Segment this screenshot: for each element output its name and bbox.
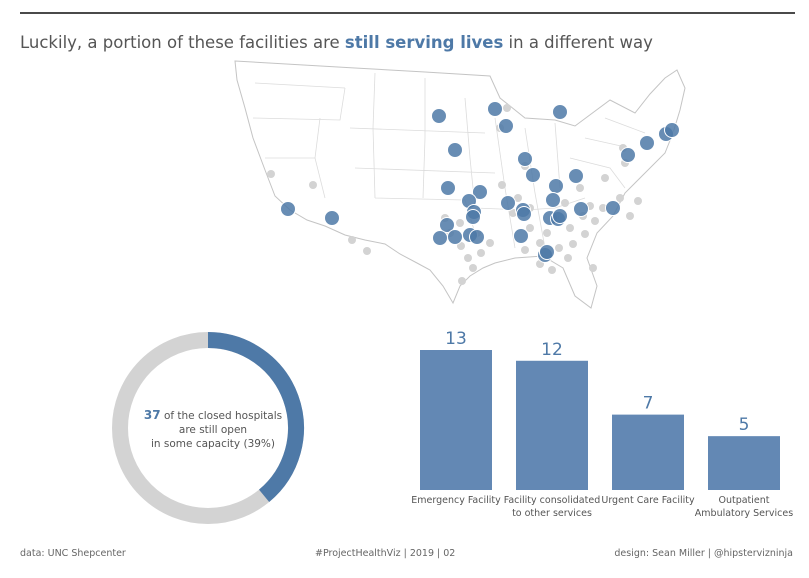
closed-facility-dot — [486, 239, 494, 247]
open-facility-dot — [568, 168, 584, 184]
open-facility-dot — [447, 142, 463, 158]
open-facility-dot — [465, 209, 481, 225]
closed-facility-dot — [555, 244, 563, 252]
open-facility-dot — [469, 229, 485, 245]
open-facility-dot — [548, 178, 564, 194]
closed-facility-dot — [464, 254, 472, 262]
open-facility-dot — [605, 200, 621, 216]
closed-facility-dot — [457, 242, 465, 250]
bar-value-label: 5 — [739, 415, 750, 435]
open-facility-dot — [516, 206, 532, 222]
service-type-bar-chart: 13 Emergency Facility 12 Facility consolida… — [411, 329, 793, 519]
open-facility-dot — [440, 180, 456, 196]
open-facility-dot — [431, 108, 447, 124]
open-facility-dot — [573, 201, 589, 217]
closed-facility-dot — [561, 199, 569, 207]
title-highlight: still serving lives — [344, 33, 504, 52]
open-facility-dot — [525, 167, 541, 183]
donut-line-2: are still open — [178, 424, 248, 436]
closed-facility-dot — [509, 209, 517, 217]
bar-4 — [708, 436, 780, 490]
bar-2 — [516, 360, 588, 490]
closed-facility-dot — [498, 181, 506, 189]
closed-facility-dot — [309, 181, 317, 189]
open-facility-dot — [280, 201, 296, 217]
closed-facility-dot — [514, 194, 522, 202]
footer-tag: #ProjectHealthViz | 2019 | 02 — [315, 548, 456, 559]
closed-facility-dot — [626, 212, 634, 220]
open-facility-dot — [447, 229, 463, 245]
closed-facility-dot — [576, 184, 584, 192]
closed-facility-dot — [569, 240, 577, 248]
bar-value-label: 12 — [541, 340, 563, 360]
closed-facility-dot — [543, 229, 551, 237]
closed-facility-dot — [348, 236, 356, 244]
donut-line-3: in some capacity (39%) — [150, 438, 276, 450]
bar-value-label: 13 — [445, 329, 467, 349]
bar-category-label: Emergency Facility — [411, 495, 501, 506]
donut-line-1: 37 of the closed hospitals — [140, 408, 286, 423]
open-facility-dot — [432, 230, 448, 246]
open-facility-dot — [472, 184, 488, 200]
bar-category-label: Outpatient Ambulatory Services — [695, 495, 793, 519]
bar-value-label: 7 — [643, 394, 654, 414]
bar-category-label: Facility consolidated to other services — [504, 495, 600, 519]
footer-credit: design: Sean Miller | @hipstervizninja — [614, 548, 793, 559]
open-facility-dot — [545, 192, 561, 208]
open-facility-dot — [639, 135, 655, 151]
closed-facility-dot — [634, 197, 642, 205]
closed-facility-dot — [616, 194, 624, 202]
closed-facility-dot — [601, 174, 609, 182]
open-facility-dot — [517, 151, 533, 167]
closed-facility-dot — [548, 266, 556, 274]
open-facility-dot — [324, 210, 340, 226]
top-rule — [20, 12, 795, 14]
open-facility-dot — [539, 244, 555, 260]
donut-line-1-text: of the closed hospitals — [160, 410, 283, 422]
open-facility-dot — [439, 217, 455, 233]
closed-facility-dot — [458, 277, 466, 285]
closed-facility-dot — [267, 170, 275, 178]
open-facility-dot — [664, 122, 680, 138]
closed-facility-dot — [599, 204, 607, 212]
state-borders — [252, 72, 646, 249]
open-facility-dot — [487, 101, 503, 117]
us-outline — [234, 60, 686, 309]
page-title: Luckily, a portion of these facilities a… — [20, 33, 653, 52]
open-facility-dot — [498, 118, 514, 134]
bar-3 — [612, 414, 684, 490]
bar-1 — [420, 350, 492, 490]
closed-facility-dot — [477, 249, 485, 257]
closed-facility-dot — [363, 247, 371, 255]
open-count: 37 — [143, 408, 161, 422]
title-text-start: Luckily, a portion of these facilities a… — [20, 33, 345, 52]
closed-facility-dot — [566, 224, 574, 232]
closed-facility-dot — [536, 239, 544, 247]
closed-facility-dot — [503, 104, 511, 112]
us-facility-map — [234, 60, 686, 309]
title-text-end: in a different way — [503, 33, 653, 52]
open-facility-dot — [500, 195, 516, 211]
open-share-donut — [112, 332, 304, 524]
closed-facility-dot — [581, 230, 589, 238]
open-facility-dots — [280, 101, 680, 263]
closed-facility-dot — [564, 254, 572, 262]
closed-facility-dot — [526, 224, 534, 232]
open-facility-dot — [620, 147, 636, 163]
donut-open-segment — [207, 332, 304, 502]
donut-center-label: 37 of the closed hospitals are still ope… — [140, 408, 286, 451]
footer-source: data: UNC Shepcenter — [20, 548, 126, 559]
bar-category-label: Urgent Care Facility — [601, 495, 695, 506]
closed-facility-dot — [589, 264, 597, 272]
closed-facility-dot — [521, 246, 529, 254]
closed-facility-dot — [591, 217, 599, 225]
open-facility-dot — [552, 208, 568, 224]
closed-facility-dot — [469, 264, 477, 272]
open-facility-dot — [513, 228, 529, 244]
closed-facility-dot — [456, 219, 464, 227]
closed-hospital-dots — [267, 104, 642, 285]
open-facility-dot — [552, 104, 568, 120]
